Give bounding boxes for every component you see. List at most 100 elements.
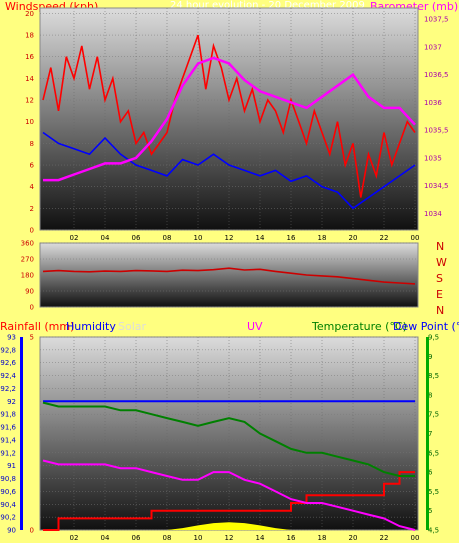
x-tick-label: 02 — [70, 534, 79, 542]
x-tick-label: 14 — [256, 534, 265, 542]
temperature-title: Temperature (°C) — [312, 320, 407, 333]
x-tick-label: 20 — [349, 534, 358, 542]
x-tick-label: 18 — [318, 234, 327, 242]
y-left-tick-label: 20 — [25, 10, 34, 18]
x-tick-label: 08 — [163, 534, 172, 542]
x-tick-label: 04 — [101, 534, 110, 542]
series-windspeed — [42, 34, 416, 198]
y-humidity-tick-label: 90 — [7, 527, 16, 535]
y-humidity-tick-label: 90,8 — [0, 475, 16, 483]
y-right-tick-label: 1036 — [424, 99, 442, 107]
compass-label: N — [436, 304, 445, 317]
series-dew-point — [42, 459, 416, 531]
series-gust — [42, 131, 416, 210]
y-direction-tick-label: 90 — [25, 288, 34, 296]
y-right-tick-label: 1035,5 — [424, 127, 449, 135]
y-left-tick-label: 2 — [30, 205, 34, 213]
x-tick-label: 22 — [380, 534, 389, 542]
y-left-tick-label: 18 — [25, 32, 34, 40]
y-right-tick-label: 1035 — [424, 154, 442, 162]
uv-title: UV — [247, 320, 263, 333]
solar-title: Solar — [118, 320, 147, 333]
y-humidity-tick-label: 90,2 — [0, 514, 16, 522]
x-tick-label: 02 — [70, 234, 79, 242]
y-temperature-tick-label: 7,5 — [428, 411, 439, 419]
x-tick-label: 16 — [287, 234, 296, 242]
dewpoint-title: Dew Point (°C) — [393, 320, 459, 333]
y-temperature-tick-label: 9,5 — [428, 334, 439, 342]
compass-label: N — [436, 240, 445, 253]
rainfall-title: Rainfall (mm) — [0, 320, 75, 333]
series-barometer — [43, 56, 416, 182]
y-humidity-tick-label: 90,6 — [0, 488, 16, 496]
y-right-tick-label: 1034,5 — [424, 182, 449, 190]
x-tick-label: 00 — [411, 234, 420, 242]
x-tick-label: 14 — [256, 234, 265, 242]
y-temperature-tick-label: 5 — [428, 507, 432, 515]
y-humidity-tick-label: 93 — [7, 334, 16, 342]
y-direction-tick-label: 270 — [21, 256, 34, 264]
y-humidity-tick-label: 92,2 — [0, 385, 16, 393]
chart-date-title: 24 hour evolution - 20 December 2009 — [170, 0, 365, 11]
y-left-tick-label: 10 — [25, 118, 34, 126]
x-tick-label: 10 — [194, 234, 203, 242]
y-rainfall-tick-label: 5 — [30, 334, 34, 342]
y-left-tick-label: 4 — [30, 183, 35, 191]
series-wind-direction — [42, 267, 416, 285]
y-humidity-tick-label: 90,4 — [0, 501, 16, 509]
y-humidity-tick-label: 91 — [7, 462, 16, 470]
y-temperature-tick-label: 9 — [428, 353, 432, 361]
x-tick-label: 20 — [349, 234, 358, 242]
y-right-tick-label: 1037,5 — [424, 16, 449, 24]
y-humidity-tick-label: 91,2 — [0, 449, 16, 457]
x-tick-label: 06 — [132, 534, 141, 542]
y-temperature-tick-label: 8 — [428, 391, 432, 399]
temperature-axis-bar — [426, 337, 429, 530]
compass-label: S — [436, 272, 443, 285]
y-humidity-tick-label: 91,8 — [0, 411, 16, 419]
y-right-tick-label: 1037 — [424, 43, 442, 51]
x-tick-label: 00 — [411, 534, 420, 542]
y-left-tick-label: 12 — [25, 97, 34, 105]
x-tick-label: 18 — [318, 534, 327, 542]
x-tick-label: 12 — [225, 534, 234, 542]
x-tick-label: 10 — [194, 534, 203, 542]
y-right-tick-label: 1036,5 — [424, 71, 449, 79]
y-rainfall-tick-label: 0 — [30, 527, 34, 535]
y-direction-tick-label: 360 — [21, 240, 34, 248]
y-humidity-tick-label: 92 — [7, 398, 16, 406]
y-left-tick-label: 8 — [30, 140, 34, 148]
series-solar — [167, 522, 291, 530]
y-temperature-tick-label: 4,5 — [428, 527, 439, 535]
y-humidity-tick-label: 92,6 — [0, 359, 16, 367]
humidity-title: Humidity — [66, 320, 116, 333]
x-tick-label: 06 — [132, 234, 141, 242]
y-temperature-tick-label: 6 — [428, 469, 433, 477]
y-left-tick-label: 14 — [25, 75, 34, 83]
humidity-axis-bar — [20, 337, 23, 530]
y-direction-tick-label: 0 — [30, 304, 34, 312]
y-temperature-tick-label: 8,5 — [428, 372, 439, 380]
x-tick-label: 12 — [225, 234, 234, 242]
compass-label: W — [436, 256, 447, 269]
x-tick-label: 08 — [163, 234, 172, 242]
y-left-tick-label: 6 — [30, 162, 35, 170]
y-temperature-tick-label: 7 — [428, 430, 432, 438]
y-right-tick-label: 1034 — [424, 210, 442, 218]
y-left-tick-label: 16 — [25, 53, 34, 61]
y-humidity-tick-label: 92,4 — [0, 372, 16, 380]
y-direction-tick-label: 180 — [21, 272, 34, 280]
x-tick-label: 16 — [287, 534, 296, 542]
y-temperature-tick-label: 6,5 — [428, 449, 439, 457]
y-humidity-tick-label: 91,4 — [0, 436, 16, 444]
x-tick-label: 04 — [101, 234, 110, 242]
x-tick-label: 22 — [380, 234, 389, 242]
y-left-tick-label: 0 — [30, 227, 34, 235]
y-temperature-tick-label: 5,5 — [428, 488, 439, 496]
series-rainfall — [43, 471, 415, 531]
series-temperature — [42, 401, 415, 477]
compass-label: E — [436, 288, 443, 301]
y-humidity-tick-label: 91,6 — [0, 424, 16, 432]
